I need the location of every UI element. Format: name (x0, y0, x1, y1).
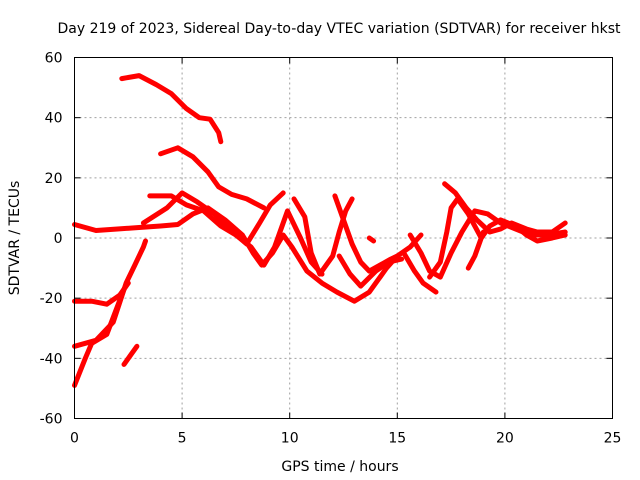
series-arc-10 (291, 196, 355, 277)
series-arc-6 (72, 286, 127, 388)
series-arc-9 (140, 190, 286, 247)
series-arc-13 (401, 250, 439, 295)
y-tick-label: -40 (40, 351, 63, 367)
axis-ticks (74, 57, 613, 419)
series-arc-16 (442, 181, 568, 235)
chart-title: Day 219 of 2023, Sidereal Day-to-day VTE… (58, 21, 621, 37)
x-tick-label: 5 (178, 431, 187, 447)
y-axis-label: SDTVAR / TECUs (7, 181, 23, 296)
series-arc-8 (147, 193, 325, 277)
series-arc-1 (119, 73, 224, 145)
y-tick-label: 60 (45, 51, 63, 67)
y-tick-label: -60 (40, 412, 63, 428)
x-tick-label: 20 (496, 431, 514, 447)
series-arc-2 (158, 145, 267, 211)
x-tick-label: 25 (604, 431, 622, 447)
y-tick-label: 40 (45, 111, 63, 127)
grid (74, 57, 613, 419)
series-arc-12 (336, 253, 405, 289)
series-arc-7 (121, 343, 140, 367)
y-tick-label: 20 (45, 171, 63, 187)
x-tick-label: 10 (281, 431, 299, 447)
y-tick-label: 0 (54, 231, 63, 247)
series-group (72, 73, 568, 388)
x-axis-label: GPS time / hours (281, 459, 398, 475)
x-tick-label: 0 (70, 431, 79, 447)
y-tick-label: -20 (40, 291, 63, 307)
x-tick-labels: 0 5 10 15 20 25 (70, 431, 621, 447)
x-tick-label: 15 (388, 431, 406, 447)
y-tick-labels: -60 -40 -20 0 20 40 60 (40, 51, 63, 428)
series-arc-18 (366, 235, 377, 244)
series-arc-17 (465, 229, 486, 271)
series-arc-14 (407, 208, 568, 280)
